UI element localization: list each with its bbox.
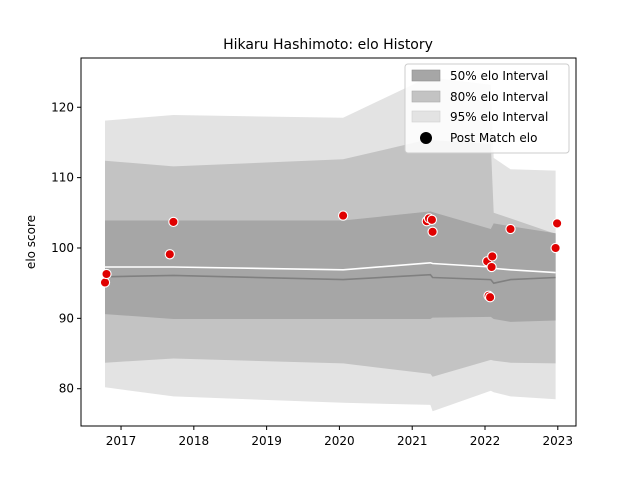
data-point [427, 226, 438, 237]
data-point [337, 210, 349, 221]
legend-swatch-80 [411, 90, 441, 103]
trend-lines [104, 261, 556, 285]
y-tick-label: 80 [59, 382, 74, 396]
y-tick-label: 110 [51, 171, 74, 185]
legend-label-post: Post Match elo [450, 131, 537, 145]
band-50 [105, 211, 556, 322]
data-point [551, 218, 563, 229]
mean-line [105, 261, 556, 274]
legend-swatch-95 [411, 110, 441, 123]
data-point [484, 292, 496, 303]
y-axis: 80 90 100 110 120 [51, 100, 81, 396]
y-tick-label: 90 [59, 311, 74, 325]
legend-label-50: 50% elo Interval [450, 69, 548, 83]
x-tick-label: 2018 [179, 434, 210, 448]
data-point [164, 249, 175, 260]
y-tick-label: 100 [51, 241, 74, 255]
legend-label-80: 80% elo Interval [450, 90, 548, 104]
y-tick-label: 120 [51, 100, 74, 114]
legend-label-95: 95% elo Interval [450, 110, 548, 124]
data-point [426, 214, 438, 225]
data-point [505, 223, 516, 235]
x-tick-label: 2017 [106, 434, 137, 448]
x-axis: 2017 2018 2019 2020 2021 2022 2023 [106, 426, 573, 448]
x-tick-label: 2022 [470, 434, 501, 448]
x-tick-label: 2020 [324, 434, 355, 448]
y-axis-label: elo score [24, 215, 38, 269]
x-tick-label: 2023 [543, 434, 574, 448]
post-match-points [99, 210, 563, 303]
legend-swatch-50 [411, 69, 441, 82]
data-point [99, 277, 111, 288]
plot-frame [80, 57, 577, 427]
x-tick-label: 2021 [397, 434, 428, 448]
legend-marker-post [420, 132, 432, 144]
data-point [487, 251, 498, 262]
data-point [168, 216, 179, 228]
median-line [104, 273, 556, 285]
interval-bands [105, 76, 556, 412]
data-point [486, 261, 497, 273]
legend-frame [404, 63, 570, 154]
chart-title: Hikaru Hashimoto: elo History [223, 37, 433, 53]
x-tick-label: 2019 [251, 434, 282, 448]
legend: 50% elo Interval 80% elo Interval 95% el… [404, 63, 570, 154]
data-point [101, 268, 112, 280]
data-point [550, 242, 561, 254]
